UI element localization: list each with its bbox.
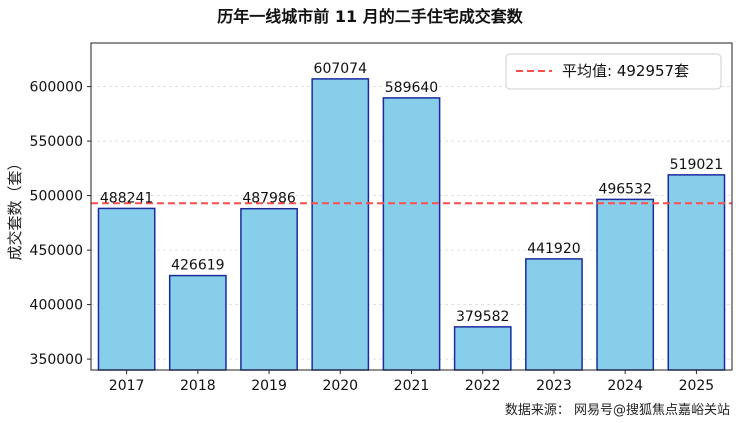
bar-value-label: 487986 <box>242 191 296 207</box>
y-tick-label: 450000 <box>30 243 83 259</box>
bar-value-label: 379582 <box>456 309 509 325</box>
value-labels: 488241 426619 487986 607074 589640 379582 4419… <box>100 61 723 325</box>
source-note: 数据来源： 网易号@搜狐焦点嘉峪关站 <box>505 403 730 418</box>
y-tick-label: 400000 <box>30 298 83 314</box>
chart-title: 历年一线城市前 11 月的二手住宅成交套数 <box>217 7 523 26</box>
bar-2024 <box>596 198 655 371</box>
bar-2021 <box>382 97 441 371</box>
bar-value-label: 441920 <box>527 241 580 257</box>
bar-2023 <box>525 258 583 371</box>
x-axis: 2017 2018 2019 2020 2021 2022 2023 2024 2025 <box>109 370 714 394</box>
y-tick-label: 550000 <box>30 134 83 150</box>
y-tick-label: 600000 <box>30 80 83 96</box>
bars-group <box>97 78 726 371</box>
bar-2025 <box>667 174 726 371</box>
bar-2018 <box>168 274 227 371</box>
legend: 平均值: 492957套 <box>505 53 722 90</box>
bar-value-label: 488241 <box>100 190 153 206</box>
bar-value-label: 426619 <box>171 258 224 274</box>
x-tick-label: 2022 <box>465 378 501 394</box>
y-axis: 350000 400000 450000 500000 550000 600000 <box>30 80 91 368</box>
x-tick-label: 2023 <box>536 378 572 394</box>
y-axis-label: 成交套数（套） <box>6 155 24 260</box>
bar-value-label: 589640 <box>385 80 438 96</box>
x-tick-label: 2025 <box>679 378 715 394</box>
bar-2022 <box>453 326 512 371</box>
bar-2017 <box>97 207 156 371</box>
x-tick-label: 2024 <box>607 378 643 394</box>
bar-value-label: 496532 <box>598 181 651 197</box>
bar-value-label: 519021 <box>670 157 723 173</box>
bar-value-label: 607074 <box>314 61 368 77</box>
x-tick-label: 2020 <box>322 378 358 394</box>
x-tick-label: 2019 <box>251 378 287 394</box>
bar-2020 <box>311 78 370 371</box>
y-tick-label: 350000 <box>30 352 83 368</box>
legend-average-label: 平均值: 492957套 <box>562 62 689 80</box>
x-tick-label: 2017 <box>109 378 145 394</box>
x-tick-label: 2021 <box>394 378 430 394</box>
x-tick-label: 2018 <box>180 378 216 394</box>
legend-box <box>505 53 722 90</box>
bar-2019 <box>240 207 298 371</box>
y-tick-label: 500000 <box>30 189 83 205</box>
